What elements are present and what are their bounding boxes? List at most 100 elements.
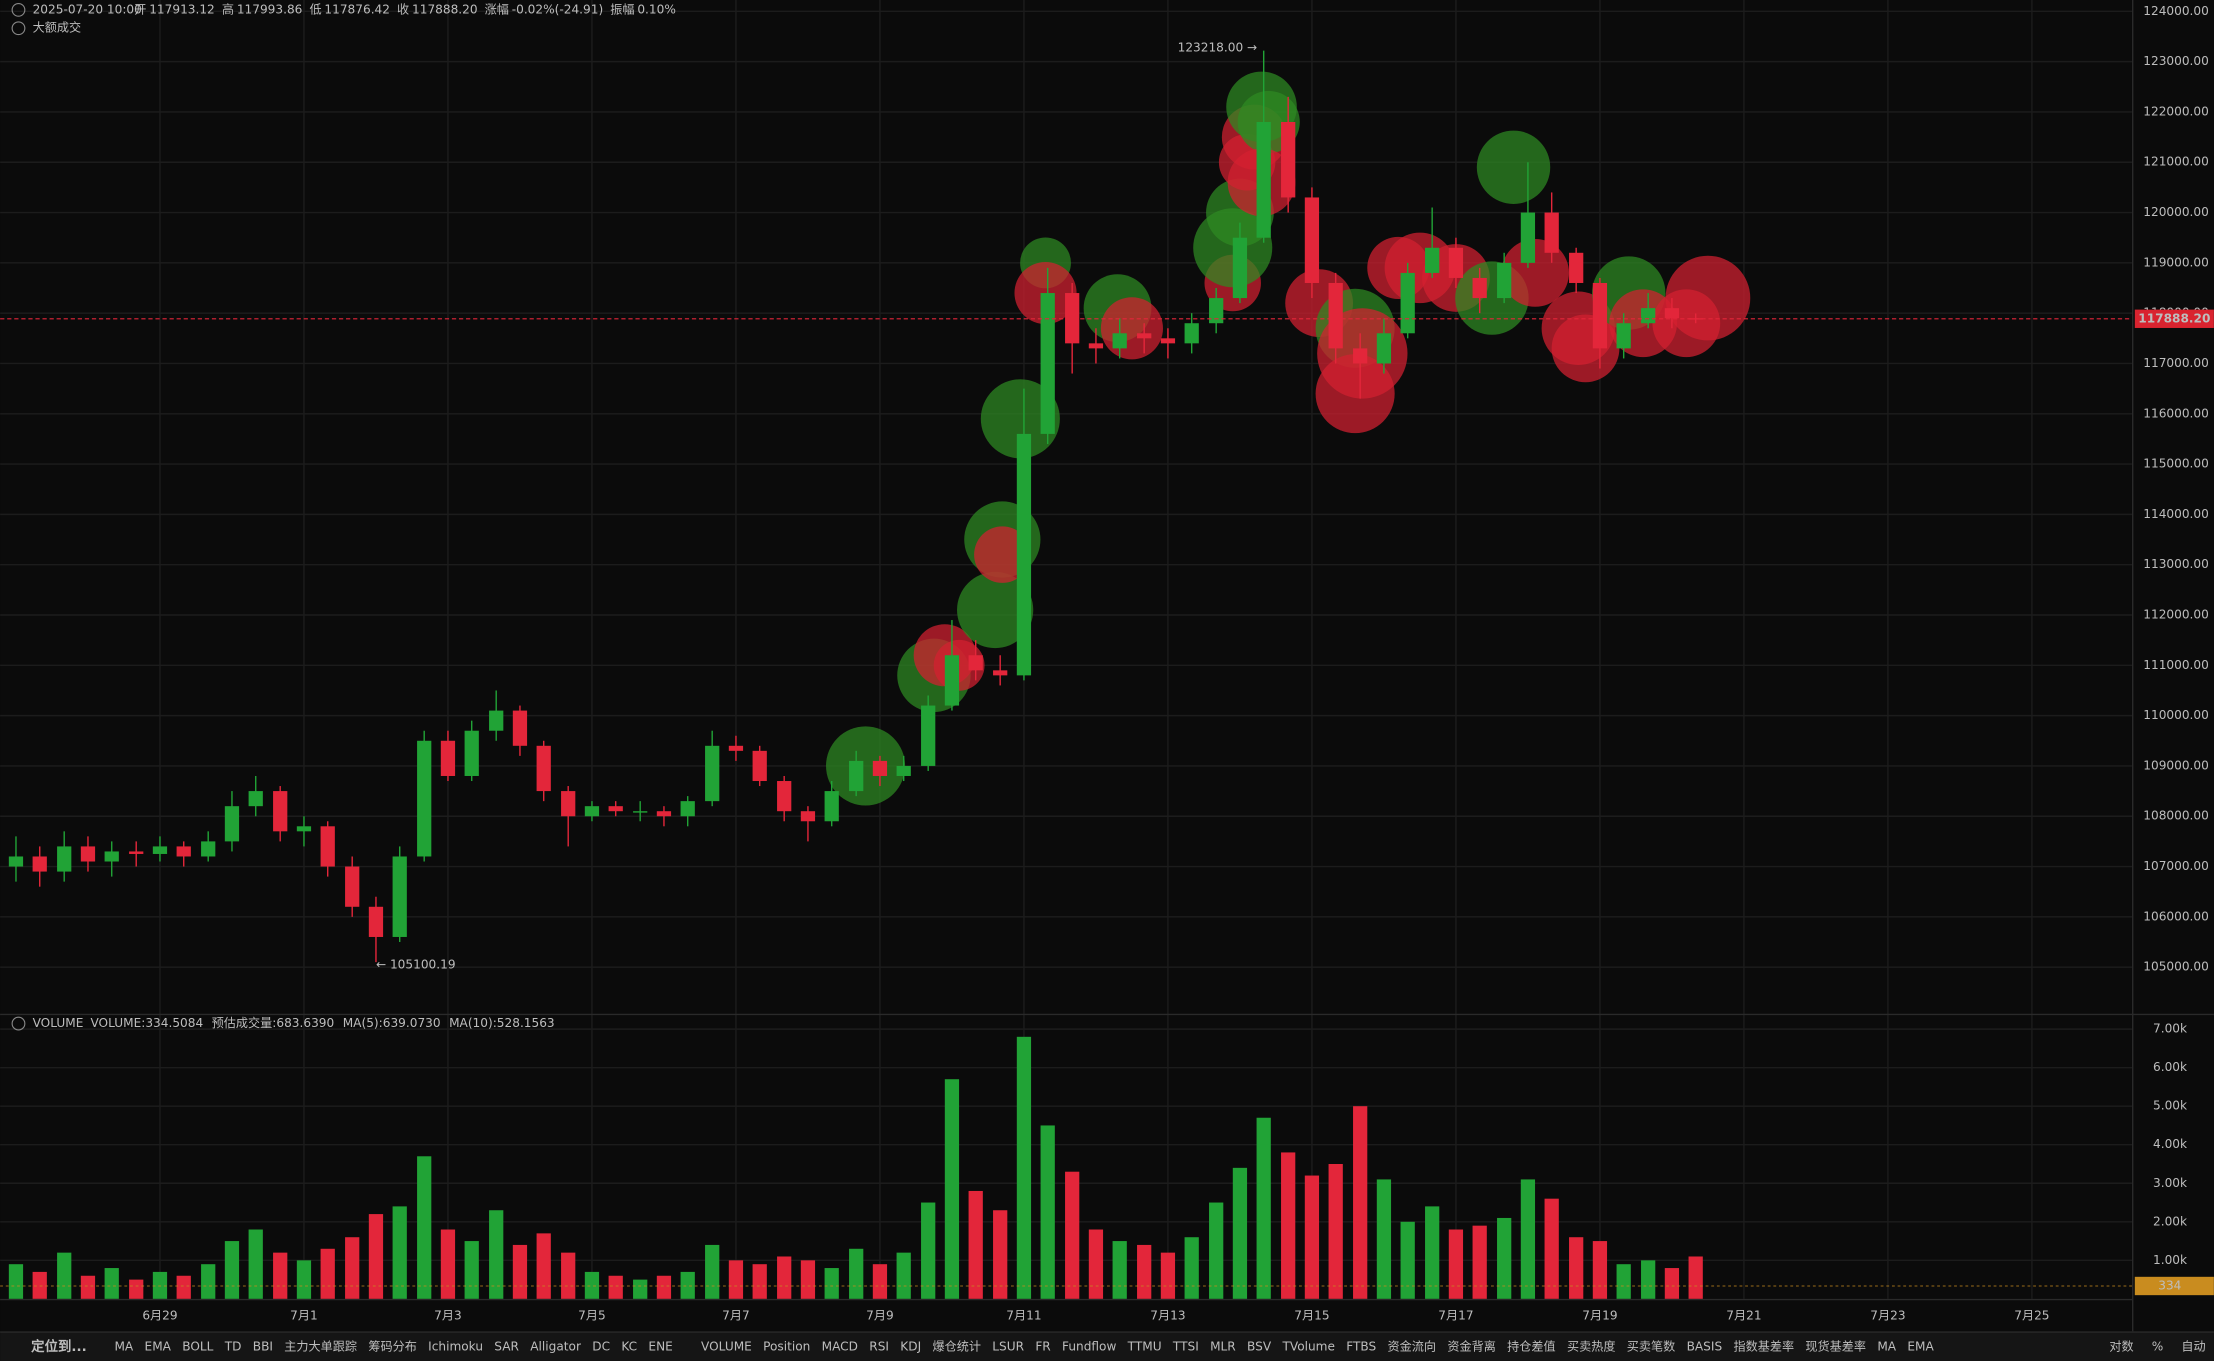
volume-bar [32, 1271, 47, 1299]
candle-body [1616, 323, 1631, 349]
x-tick-label: 7月13 [1150, 1308, 1185, 1322]
volume-bar [345, 1237, 360, 1299]
candle-body [944, 655, 960, 706]
y-tick-label: 6.00k [2153, 1060, 2187, 1074]
header-field-name: 涨幅 [485, 1, 509, 16]
toolbar-item[interactable]: BSV [1247, 1339, 1272, 1353]
toolbar-item[interactable]: ENE [648, 1339, 672, 1353]
volume-bar [176, 1275, 191, 1299]
toolbar-item[interactable]: SAR [494, 1339, 519, 1353]
candle-body [561, 791, 576, 817]
x-tick-label: 7月11 [1006, 1308, 1041, 1322]
y-tick-label: 5.00k [2153, 1099, 2187, 1113]
toolbar-item[interactable]: DC [592, 1339, 610, 1353]
candle-body [1353, 348, 1368, 364]
toolbar-item[interactable]: MLR [1210, 1339, 1236, 1353]
toolbar-item[interactable]: BBI [253, 1339, 273, 1353]
volume-bar [1016, 1036, 1032, 1299]
volume-bar [608, 1275, 623, 1299]
collapse-icon[interactable] [11, 2, 26, 17]
header-field-value: 0.10% [637, 2, 676, 16]
toolbar-item[interactable]: BASIS [1687, 1339, 1723, 1353]
toolbar-item[interactable]: TVolume [1281, 1339, 1335, 1353]
toolbar-item[interactable]: 资金流向 [1388, 1338, 1437, 1353]
candle-body [968, 655, 983, 671]
candle-body [849, 760, 864, 792]
toolbar-item[interactable]: 爆仓统计 [932, 1339, 981, 1353]
volume-bar [248, 1229, 263, 1299]
toolbar-item[interactable]: FR [1035, 1339, 1051, 1353]
volume-bar [993, 1210, 1008, 1299]
volume-bar [1641, 1260, 1656, 1299]
candle-body [176, 846, 191, 857]
toolbar-item[interactable]: Fundflow [1062, 1339, 1116, 1353]
toolbar-item[interactable]: 资金背离 [1447, 1338, 1496, 1353]
toolbar-item[interactable]: EMA [1907, 1339, 1934, 1353]
candle-body [896, 765, 911, 776]
candle-body [536, 745, 551, 792]
toolbar-item[interactable]: TTSI [1172, 1339, 1199, 1353]
candle-body [1137, 333, 1152, 339]
grid [0, 0, 2132, 1299]
candle-body [345, 866, 360, 907]
toolbar-item[interactable]: RSI [869, 1339, 889, 1353]
toolbar-item[interactable]: 买卖笔数 [1627, 1338, 1676, 1353]
x-tick-label: 7月3 [434, 1308, 462, 1322]
header-field-name: 低 [309, 2, 321, 16]
volume-bar [129, 1279, 144, 1299]
toolbar-item[interactable]: LSUR [992, 1339, 1024, 1353]
toolbar-item[interactable]: KDJ [900, 1339, 921, 1353]
toolbar-item[interactable]: Alligator [530, 1339, 581, 1353]
price-annotation: ← 105100.19 [376, 957, 456, 971]
toolbar-item[interactable]: 指数基差率 [1733, 1338, 1794, 1353]
toolbar-item[interactable]: MACD [822, 1339, 858, 1353]
trade-bubble [826, 726, 906, 806]
toolbar-item[interactable]: KC [621, 1339, 637, 1353]
candle-body [1232, 237, 1248, 299]
candle-body [1184, 323, 1199, 344]
x-tick-label: 7月17 [1438, 1308, 1473, 1322]
toolbar-item[interactable]: 主力大单跟踪 [284, 1339, 357, 1353]
candle-body [129, 851, 144, 854]
toolbar-item[interactable]: EMA [145, 1339, 172, 1353]
toolbar-item[interactable]: 筹码分布 [368, 1339, 417, 1353]
candle-body [800, 811, 816, 822]
toolbar-item[interactable]: BOLL [182, 1339, 213, 1353]
toolbar-option[interactable]: 自动 [2181, 1339, 2205, 1353]
toolbar-item[interactable]: 现货基差率 [1805, 1338, 1866, 1353]
toolbar-item[interactable]: 买卖热度 [1567, 1338, 1616, 1353]
candle-body [152, 846, 168, 854]
toolbar-item[interactable]: TTMU [1127, 1339, 1162, 1353]
candle-body [464, 730, 479, 776]
collapse-icon[interactable] [11, 1016, 26, 1031]
header-field-name: 开 [134, 2, 146, 16]
candle-body [368, 906, 384, 937]
volume-bar [1281, 1152, 1296, 1299]
toolbar-option[interactable]: % [2152, 1339, 2164, 1353]
locate-button[interactable]: 定位到... [31, 1338, 87, 1355]
candle-body [1016, 433, 1032, 676]
volume-bar [320, 1248, 335, 1299]
toolbar-item[interactable]: VOLUME [701, 1339, 752, 1353]
candle-body [1328, 282, 1343, 349]
volume-bar [633, 1279, 648, 1299]
volume-bar [152, 1271, 168, 1299]
toolbar-option[interactable]: 对数 [2109, 1338, 2133, 1353]
toolbar-item[interactable]: Position [763, 1339, 810, 1353]
candle-body [32, 856, 47, 872]
trade-bubble [957, 571, 1034, 649]
volume-bar [440, 1229, 456, 1299]
volume-bar [512, 1244, 528, 1299]
volume-bar [728, 1260, 744, 1299]
toolbar-item[interactable]: FTBS [1346, 1339, 1376, 1353]
volume-bar [656, 1275, 672, 1299]
toolbar-item[interactable]: 持仓差值 [1507, 1338, 1556, 1353]
toolbar-item[interactable]: TD [224, 1339, 242, 1353]
volume-bar [680, 1271, 695, 1299]
toolbar-item[interactable]: Ichimoku [428, 1339, 483, 1353]
toolbar-item[interactable]: MA [114, 1339, 133, 1353]
toolbar-item[interactable]: MA [1877, 1339, 1896, 1353]
collapse-icon[interactable] [11, 21, 26, 36]
candle-body [1497, 262, 1512, 299]
y-tick-label: 3.00k [2153, 1176, 2187, 1190]
